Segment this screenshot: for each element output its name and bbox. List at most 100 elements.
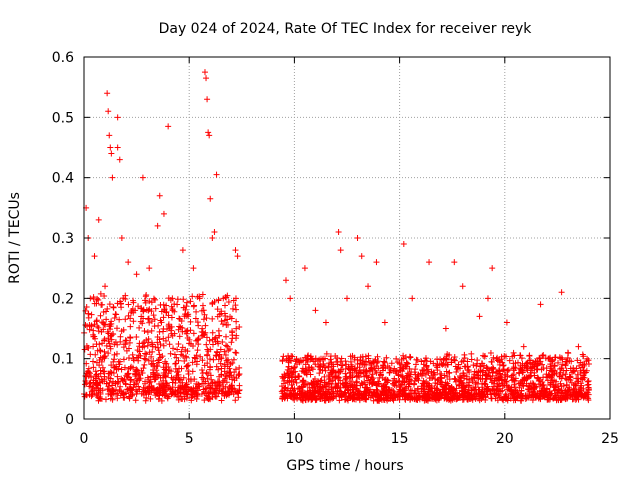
data-point: [124, 373, 131, 380]
data-point: [422, 355, 429, 362]
data-point: [490, 366, 497, 373]
data-point: [523, 380, 530, 387]
data-point: [130, 297, 137, 304]
data-point: [155, 396, 162, 403]
data-point: [201, 397, 208, 404]
data-point: [127, 365, 134, 372]
data-point: [206, 366, 213, 373]
data-point: [212, 338, 219, 345]
data-point: [418, 388, 425, 395]
data-point: [169, 307, 176, 314]
data-point: [97, 312, 104, 319]
data-point: [218, 397, 225, 404]
data-point: [154, 222, 161, 229]
data-point: [171, 391, 178, 398]
data-point: [404, 394, 411, 401]
data-point: [171, 330, 178, 337]
data-point: [466, 391, 473, 398]
data-point: [337, 377, 344, 384]
data-point: [146, 383, 153, 390]
data-point: [234, 388, 241, 395]
data-point: [509, 353, 516, 360]
data-point: [304, 355, 311, 362]
data-point: [120, 344, 127, 351]
data-point: [192, 315, 199, 322]
x-tick-label: 15: [391, 431, 409, 447]
data-point: [119, 390, 126, 397]
data-point: [357, 370, 364, 377]
data-point: [497, 371, 504, 378]
data-point: [92, 351, 99, 358]
data-point: [312, 307, 319, 314]
x-axis-label: GPS time / hours: [286, 458, 403, 474]
data-point: [193, 308, 200, 315]
data-point: [92, 368, 99, 375]
data-point: [383, 387, 390, 394]
data-point: [484, 372, 491, 379]
data-point: [209, 235, 216, 241]
data-point: [395, 371, 402, 378]
data-point: [547, 382, 554, 389]
data-point: [221, 368, 228, 375]
data-point: [400, 241, 407, 248]
data-point: [390, 397, 397, 404]
data-point: [114, 341, 121, 348]
data-point: [232, 302, 239, 309]
data-point: [426, 382, 433, 389]
data-point: [494, 357, 501, 364]
data-point: [219, 338, 226, 345]
data-point: [107, 323, 114, 330]
data-point: [558, 289, 565, 296]
data-point: [199, 291, 206, 298]
data-point: [111, 364, 118, 371]
data-point: [179, 379, 186, 386]
data-point: [189, 342, 196, 349]
data-point: [196, 295, 203, 302]
data-point: [95, 296, 102, 303]
data-point: [570, 385, 577, 392]
data-point: [230, 356, 237, 363]
data-point: [228, 388, 235, 395]
data-point: [130, 355, 137, 362]
data-point: [207, 385, 214, 392]
data-point: [339, 362, 346, 369]
data-point: [203, 315, 210, 322]
data-point: [490, 354, 497, 361]
data-point: [91, 333, 98, 340]
data-point: [324, 393, 331, 400]
data-point: [288, 353, 295, 360]
data-point: [225, 370, 232, 377]
data-point: [165, 321, 172, 328]
data-point: [431, 369, 438, 376]
data-point: [523, 374, 530, 381]
data-point: [114, 390, 121, 397]
data-point: [337, 369, 344, 376]
data-point: [133, 366, 140, 373]
data-point: [394, 391, 401, 398]
data-point: [570, 396, 577, 403]
data-point: [141, 361, 148, 368]
data-point: [146, 298, 153, 305]
data-point: [296, 385, 303, 392]
data-point: [358, 253, 365, 260]
data-point: [90, 377, 97, 384]
data-point: [337, 384, 344, 391]
data-point: [498, 356, 505, 363]
data-point: [155, 322, 162, 329]
data-point: [97, 385, 104, 392]
data-point: [388, 360, 395, 367]
data-point: [425, 386, 432, 393]
data-point: [113, 363, 120, 370]
data-point: [434, 387, 441, 394]
data-point: [204, 375, 211, 382]
data-point: [164, 393, 171, 400]
data-point: [201, 69, 208, 76]
data-point: [336, 374, 343, 381]
data-point: [492, 395, 499, 402]
data-point: [548, 368, 555, 375]
data-point: [326, 360, 333, 367]
data-point: [148, 299, 155, 306]
data-point: [445, 390, 452, 397]
data-point: [415, 371, 422, 378]
data-point: [460, 357, 467, 364]
